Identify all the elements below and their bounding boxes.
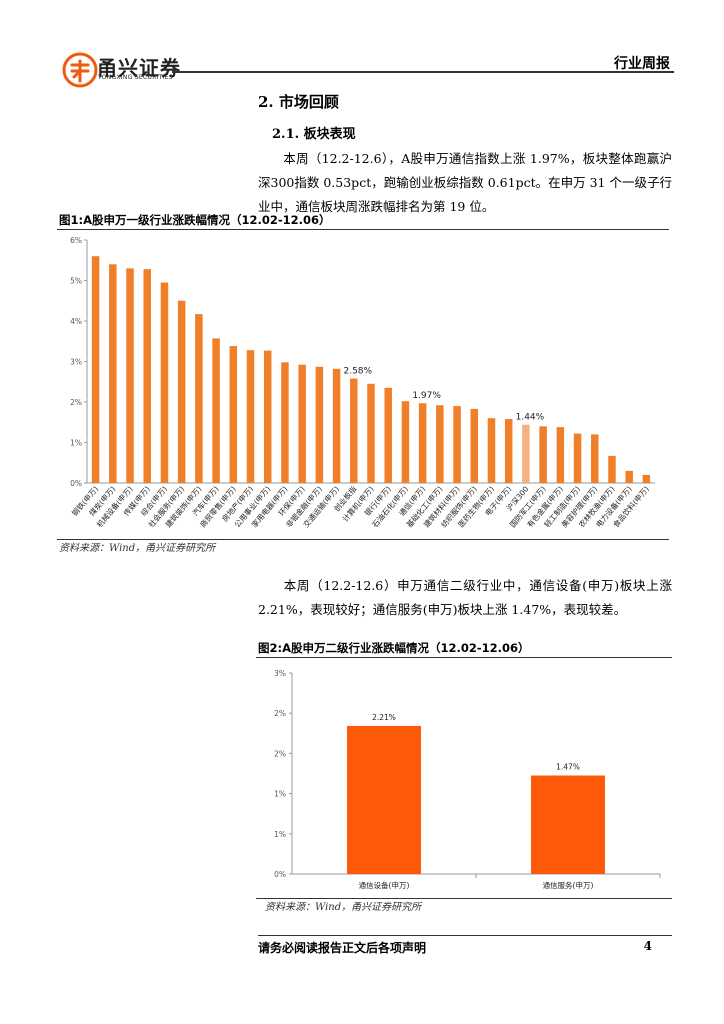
company-logo-icon: [62, 52, 98, 88]
bar: [401, 401, 410, 483]
y-tick-label: 3%: [70, 358, 82, 367]
footer-disclaimer: 请务必阅读报告正文后各项声明: [258, 941, 427, 955]
bar: [522, 424, 530, 483]
bar: [126, 268, 134, 483]
report-type: 行业周报: [614, 56, 670, 72]
bar: [143, 269, 151, 483]
bar: [332, 368, 341, 483]
x-tick-label: 通信设备(申万): [359, 880, 410, 890]
bar: [625, 470, 633, 483]
y-tick-label: 2%: [70, 398, 82, 407]
bar: [263, 350, 272, 483]
section-title: 2. 市场回顾: [258, 93, 339, 111]
y-tick-label: 2%: [274, 709, 286, 718]
bar: [453, 406, 461, 483]
bar: [91, 256, 100, 483]
logo-english-name: YONGXING SECURITIES: [98, 74, 173, 81]
bar: [229, 346, 238, 483]
bar: [384, 387, 392, 483]
y-tick-label: 4%: [70, 317, 82, 326]
bar: [642, 474, 651, 483]
x-tick-label: 通信服务(申万): [543, 880, 594, 890]
figure2-bottom-rule: [256, 898, 672, 899]
paragraph-market-review: 本周（12.2-12.6），A股申万通信指数上涨 1.97%，板块整体跑赢沪深3…: [258, 147, 672, 219]
bar: [347, 725, 421, 874]
bar: [556, 427, 565, 483]
y-tick-label: 2%: [274, 749, 286, 758]
bar: [608, 455, 616, 483]
bar: [177, 300, 186, 483]
y-tick-label: 0%: [274, 870, 286, 879]
bar: [109, 264, 117, 483]
paragraph-text: 本周（12.2-12.6），A股申万通信指数上涨 1.97%，板块整体跑赢沪深3…: [258, 151, 672, 214]
y-tick-label: 3%: [274, 669, 286, 678]
bar: [160, 282, 169, 483]
bar: [350, 378, 358, 483]
bar: [315, 366, 324, 483]
data-label: 2.58%: [343, 367, 372, 377]
figure1-bottom-rule: [57, 539, 669, 540]
figure2-title: 图2:A股申万二级行业涨跌幅情况（12.02-12.06）: [258, 641, 530, 655]
figure2-top-rule: [256, 657, 672, 658]
y-tick-label: 6%: [70, 236, 82, 245]
figure1-top-rule: [57, 229, 669, 230]
header-divider: [172, 71, 674, 73]
bar: [367, 383, 375, 483]
data-label: 1.47%: [556, 763, 580, 772]
data-label: 1.44%: [516, 413, 545, 423]
paragraph-text: 本周（12.2-12.6）申万通信二级行业中，通信设备(申万)板块上涨 2.21…: [258, 578, 672, 617]
bar: [418, 403, 427, 483]
bar: [195, 314, 203, 483]
bar: [246, 350, 255, 483]
bar: [212, 338, 220, 483]
paragraph-subsector: 本周（12.2-12.6）申万通信二级行业中，通信设备(申万)板块上涨 2.21…: [258, 574, 672, 622]
bar: [281, 362, 289, 483]
bar: [298, 364, 306, 483]
chart-subsector-returns: 0% 1% 1% 2% 2% 3% 2.21% 通信设备(申万) 1.47% 通信服务(申万): [274, 669, 661, 890]
y-tick-label: 1%: [274, 790, 286, 799]
bar: [436, 405, 444, 483]
bar: [573, 433, 582, 483]
footer-divider: [258, 935, 672, 936]
data-label: 2.21%: [372, 713, 396, 722]
bar: [539, 426, 547, 483]
subsection-title: 2.1. 板块表现: [272, 127, 356, 142]
bar: [504, 419, 513, 483]
figure1-source: 资料来源：Wind，甬兴证券研究所: [59, 543, 216, 554]
figure1-title: 图1:A股申万一级行业涨跌幅情况（12.02-12.06）: [59, 213, 331, 227]
y-tick-label: 0%: [70, 479, 82, 488]
bar: [591, 434, 599, 483]
chart-industry-returns: 0%1%2%3%4%5%6%钢铁(申万)煤炭(申万)机械设备(申万)传媒(申万)…: [69, 236, 655, 529]
y-tick-label: 1%: [70, 439, 82, 448]
logo-name: 甬兴证券: [97, 56, 181, 80]
bar: [531, 775, 605, 874]
bar: [470, 408, 479, 483]
y-tick-label: 5%: [70, 277, 82, 286]
bar: [487, 418, 496, 483]
y-tick-label: 1%: [274, 830, 286, 839]
figure2-source: 资料来源：Wind，甬兴证券研究所: [265, 902, 422, 913]
page-number: 4: [643, 939, 652, 953]
data-label: 1.97%: [412, 391, 441, 401]
